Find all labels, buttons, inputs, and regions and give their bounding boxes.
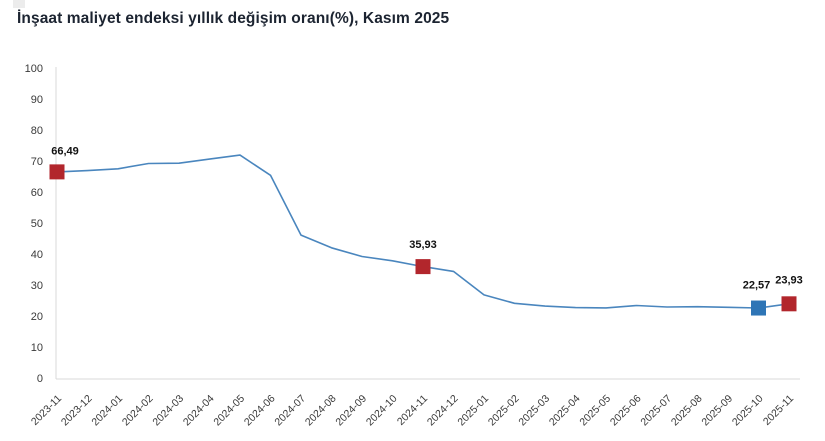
data-point-value-label: 66,49 bbox=[51, 145, 79, 157]
y-axis-tick-label: 80 bbox=[31, 125, 43, 137]
x-axis-tick-label: 2024-01 bbox=[89, 393, 125, 429]
x-axis-tick-label: 2025-11 bbox=[761, 393, 796, 428]
chart-title: İnşaat maliyet endeksi yıllık değişim or… bbox=[17, 10, 450, 27]
y-axis-tick-label: 0 bbox=[37, 373, 43, 385]
x-axis-tick-label: 2024-10 bbox=[364, 393, 400, 429]
x-axis-tick-label: 2024-11 bbox=[395, 393, 430, 428]
x-axis-tick-label: 2024-06 bbox=[242, 393, 278, 429]
x-axis-tick-label: 2023-11 bbox=[29, 393, 64, 428]
corner-artifact bbox=[13, 0, 25, 8]
y-axis-tick-label: 40 bbox=[31, 249, 43, 261]
x-axis-tick-label: 2025-07 bbox=[638, 393, 674, 429]
x-axis-tick-label: 2025-06 bbox=[608, 393, 644, 429]
x-axis-tick-label: 2024-07 bbox=[272, 393, 308, 429]
data-point-marker bbox=[781, 296, 797, 312]
x-axis-tick-label: 2025-02 bbox=[486, 393, 522, 429]
y-axis-tick-label: 50 bbox=[31, 218, 43, 230]
y-axis-tick-label: 90 bbox=[31, 94, 43, 106]
x-axis-tick-label: 2025-04 bbox=[547, 393, 583, 429]
data-point-value-label: 22,57 bbox=[743, 280, 771, 292]
x-axis-tick-label: 2025-01 bbox=[455, 393, 491, 429]
x-axis-tick-label: 2024-12 bbox=[425, 393, 461, 429]
y-axis-tick-label: 100 bbox=[25, 63, 43, 75]
y-axis-tick-label: 20 bbox=[31, 311, 43, 323]
x-axis-tick-label: 2024-02 bbox=[120, 393, 156, 429]
x-axis-tick-label: 2024-05 bbox=[211, 393, 247, 429]
x-axis-tick-label: 2025-10 bbox=[730, 393, 766, 429]
data-point-marker bbox=[751, 300, 766, 316]
data-point-value-label: 23,93 bbox=[775, 274, 803, 286]
x-axis-tick-label: 2024-04 bbox=[181, 393, 217, 429]
data-point-value-label: 35,93 bbox=[409, 239, 437, 251]
y-axis-tick-label: 10 bbox=[31, 342, 43, 354]
data-point-marker bbox=[49, 164, 65, 180]
data-series-line bbox=[56, 154, 790, 309]
x-axis-tick-label: 2023-12 bbox=[59, 393, 95, 429]
x-axis-tick-label: 2024-09 bbox=[333, 393, 369, 429]
x-axis-tick-label: 2024-08 bbox=[303, 393, 339, 429]
x-axis-tick-label: 2025-09 bbox=[699, 393, 735, 429]
x-axis-tick-label: 2025-08 bbox=[669, 393, 705, 429]
data-point-marker bbox=[415, 259, 431, 275]
x-axis-tick-label: 2025-05 bbox=[577, 393, 613, 429]
y-axis-tick-label: 70 bbox=[31, 156, 43, 168]
x-axis-tick-label: 2025-03 bbox=[516, 393, 552, 429]
y-axis-tick-label: 30 bbox=[31, 280, 43, 292]
x-axis-tick-label: 2024-03 bbox=[150, 393, 186, 429]
y-axis-tick-label: 60 bbox=[31, 187, 43, 199]
